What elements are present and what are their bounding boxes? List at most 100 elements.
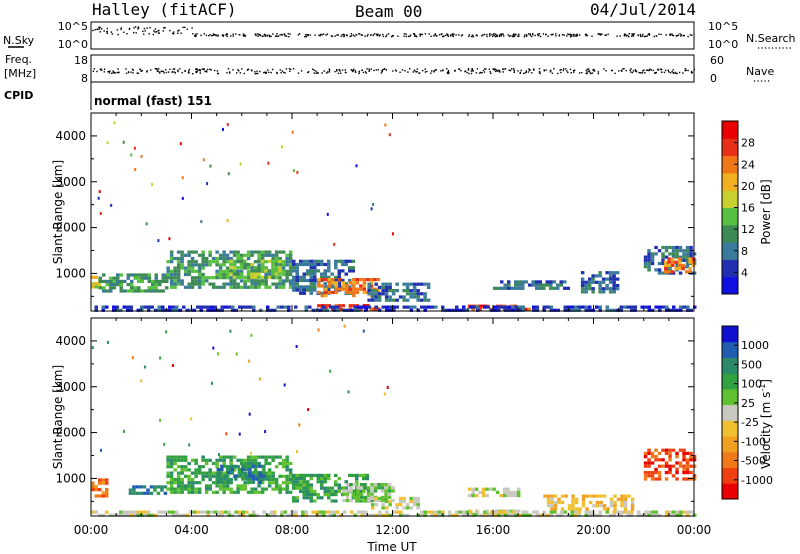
echo-cell xyxy=(216,480,221,484)
echo-cell xyxy=(313,278,317,283)
frequency-point xyxy=(424,71,427,73)
frequency-point xyxy=(470,70,473,72)
sparse-echo xyxy=(238,432,241,436)
echo-cell xyxy=(169,477,174,482)
echo-cell xyxy=(218,455,223,459)
echo-cell xyxy=(341,262,345,267)
echo-cell xyxy=(264,253,268,257)
echo-cell xyxy=(278,263,282,267)
echo-cell xyxy=(301,513,305,517)
sparse-echo xyxy=(134,168,137,171)
echo-cell xyxy=(323,473,327,477)
frequency-point xyxy=(649,68,651,70)
echo-cell xyxy=(337,285,341,289)
noise-point xyxy=(281,33,283,36)
echo-cell xyxy=(592,504,596,508)
echo-cell xyxy=(153,485,157,489)
echo-cell xyxy=(239,269,244,273)
echo-cell xyxy=(231,305,235,309)
echo-cell xyxy=(287,308,291,312)
echo-cell xyxy=(267,471,272,475)
echo-cell xyxy=(234,477,238,481)
sparse-echo xyxy=(227,172,230,176)
echo-cell xyxy=(229,259,233,263)
echo-cell xyxy=(602,504,607,508)
echo-cell xyxy=(190,263,195,267)
sparse-echo xyxy=(355,164,358,168)
echo-cell xyxy=(311,308,315,312)
echo-cell xyxy=(626,305,630,309)
echo-cell xyxy=(612,274,616,278)
frequency-point xyxy=(693,68,695,71)
echo-cell xyxy=(412,285,417,289)
sparse-echo xyxy=(143,365,146,369)
frequency-point xyxy=(140,70,142,72)
echo-cell xyxy=(327,489,331,493)
echo-cell xyxy=(274,285,279,289)
frequency-point xyxy=(257,72,259,75)
echo-cell xyxy=(345,492,350,496)
frequency-point xyxy=(412,71,414,73)
echo-cell xyxy=(334,275,338,279)
frequency-point xyxy=(368,70,370,72)
echo-cell xyxy=(514,513,518,517)
frequency-point xyxy=(489,71,491,73)
noise-point xyxy=(258,33,260,36)
x-tick-label: 12:00 xyxy=(375,523,410,537)
echo-cell xyxy=(672,305,676,309)
echo-cell xyxy=(288,474,293,478)
echo-cell xyxy=(685,255,690,259)
frequency-point xyxy=(446,68,448,70)
echo-cell xyxy=(344,480,348,484)
echo-cell xyxy=(688,267,692,271)
echo-cell xyxy=(299,278,303,283)
echo-cell xyxy=(292,473,296,477)
echo-cell xyxy=(359,307,363,311)
echo-cell xyxy=(500,280,504,284)
noise-point xyxy=(441,33,443,35)
echo-cell xyxy=(367,499,371,504)
echo-cell xyxy=(320,483,324,487)
echo-cell xyxy=(612,287,616,291)
echo-cell xyxy=(581,305,585,309)
echo-cell xyxy=(478,490,482,494)
echo-cell xyxy=(334,473,338,477)
noise-point xyxy=(123,31,125,33)
echo-cell xyxy=(679,510,683,514)
echo-cell xyxy=(222,256,226,261)
echo-cell xyxy=(532,510,536,514)
echo-cell xyxy=(650,261,655,266)
echo-cell xyxy=(243,471,247,475)
noise-point xyxy=(552,33,554,36)
noise-point xyxy=(534,34,536,37)
echo-cell xyxy=(667,263,671,267)
echo-cell xyxy=(260,481,265,485)
echo-cell xyxy=(239,279,244,283)
noise-point xyxy=(446,33,448,35)
echo-cell xyxy=(664,464,669,468)
echo-cell xyxy=(387,489,392,493)
frequency-point xyxy=(137,72,140,74)
echo-cell xyxy=(271,458,275,462)
noise-point xyxy=(600,33,602,35)
echo-cell xyxy=(630,507,635,511)
echo-cell xyxy=(98,481,102,485)
echo-cell xyxy=(267,461,272,466)
echo-cell xyxy=(405,285,410,289)
echo-cell xyxy=(161,305,165,309)
echo-cell xyxy=(215,256,219,261)
echo-cell xyxy=(574,500,579,505)
echo-cell xyxy=(644,305,648,309)
echo-cell xyxy=(658,305,662,309)
echo-cell xyxy=(353,308,357,312)
echo-cell xyxy=(528,513,532,517)
echo-cell xyxy=(176,266,181,270)
frequency-point xyxy=(560,71,562,74)
echo-cell xyxy=(201,458,205,462)
echo-cell xyxy=(384,495,388,499)
echo-cell xyxy=(351,269,355,273)
noise-point xyxy=(116,29,119,31)
echo-cell xyxy=(222,282,226,286)
frequency-point xyxy=(481,72,483,74)
noise-point xyxy=(135,26,137,28)
